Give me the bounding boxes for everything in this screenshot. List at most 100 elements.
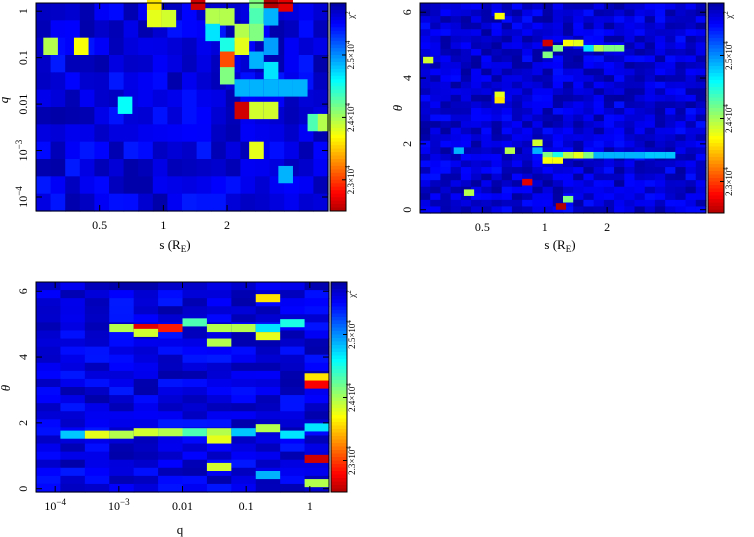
heatmap-cell	[583, 114, 595, 122]
heatmap-cell	[491, 3, 503, 11]
colorbar-segment	[331, 373, 347, 377]
heatmap-cell	[695, 62, 707, 70]
heatmap-cell	[471, 160, 482, 168]
heatmap-cell	[65, 3, 81, 21]
heatmap-hot-cell	[263, 79, 279, 97]
heatmap-cell	[109, 141, 125, 160]
heatmap-cell	[593, 193, 605, 201]
heatmap-cell	[685, 121, 697, 129]
colorbar-segment	[331, 401, 347, 405]
heatmap-hot-cell	[624, 151, 635, 159]
colorbar-segment	[330, 23, 346, 28]
heatmap-cell	[255, 403, 281, 412]
heatmap-cell	[624, 140, 636, 148]
heatmap-cell	[675, 108, 687, 116]
heatmap-cell	[634, 127, 646, 135]
colorbar-segment	[330, 13, 346, 18]
heatmap-cell	[675, 9, 687, 17]
heatmap-cell	[84, 322, 110, 332]
heatmap-cell	[563, 180, 574, 188]
heatmap-cell	[450, 180, 462, 188]
heatmap-cell	[573, 206, 585, 214]
heatmap-cell	[603, 16, 615, 24]
heatmap-cell	[563, 62, 574, 70]
heatmap-cell	[685, 75, 697, 83]
heatmap-cell	[420, 16, 431, 24]
heatmap-cell	[654, 62, 666, 70]
heatmap-cell	[522, 173, 533, 181]
heatmap-cell	[36, 159, 52, 177]
heatmap-cell	[644, 114, 656, 122]
heatmap-cell	[304, 322, 330, 332]
heatmap-cell	[440, 22, 452, 30]
heatmap-cell	[280, 354, 306, 364]
heatmap-cell	[511, 121, 523, 129]
heatmap-cell	[563, 3, 574, 11]
heatmap-cell	[133, 483, 159, 493]
heatmap-cell	[593, 121, 605, 129]
heatmap-cell	[583, 193, 595, 201]
y-tick-label: 6	[16, 288, 30, 294]
heatmap-cell	[614, 121, 625, 129]
heatmap-hot-cell	[158, 324, 183, 333]
heatmap-cell	[552, 167, 564, 175]
heatmap-cell	[206, 387, 232, 396]
heatmap-cell	[593, 147, 605, 155]
heatmap-cell	[182, 346, 208, 356]
heatmap-cell	[624, 94, 636, 103]
heatmap-cell	[491, 75, 503, 83]
heatmap-cell	[440, 81, 452, 89]
heatmap-cell	[450, 29, 462, 37]
heatmap-cell	[644, 108, 656, 116]
colorbar-segment	[708, 143, 724, 147]
y-tick-label: 1	[16, 8, 30, 14]
heatmap-cell	[511, 173, 523, 181]
heatmap-cell	[79, 107, 95, 125]
heatmap-cell	[158, 330, 184, 340]
heatmap-cell	[511, 16, 523, 24]
heatmap-cell	[695, 134, 707, 142]
heatmap-cell	[603, 101, 615, 109]
heatmap-cell	[481, 147, 493, 155]
heatmap-cell	[675, 48, 687, 57]
heatmap-cell	[440, 3, 452, 11]
colorbar-segment	[331, 457, 347, 461]
heatmap-cell	[511, 75, 523, 83]
heatmap-cell	[60, 282, 86, 291]
colorbar-segment	[331, 397, 347, 402]
heatmap-cell	[420, 108, 431, 116]
heatmap-cell	[440, 48, 452, 57]
heatmap-cell	[460, 134, 472, 142]
heatmap-cell	[685, 114, 697, 122]
heatmap-cell	[420, 101, 431, 109]
heatmap-cell	[231, 346, 257, 356]
heatmap-cell	[109, 459, 135, 469]
heatmap-cell	[420, 147, 431, 155]
heatmap-cell	[695, 35, 707, 43]
heatmap-cell	[573, 193, 585, 201]
heatmap-cell	[481, 134, 493, 142]
heatmap-hot-cell	[255, 324, 281, 333]
heatmap-cell	[552, 81, 564, 89]
colorbar-segment	[330, 20, 346, 25]
heatmap-cell	[167, 124, 183, 143]
heatmap-cell	[430, 127, 442, 135]
colorbar-segment	[331, 324, 347, 328]
heatmap-hot-cell	[190, 0, 206, 10]
heatmap-cell	[304, 387, 330, 396]
heatmap-hot-cell	[563, 195, 574, 203]
heatmap-cell	[133, 306, 159, 315]
heatmap-cell	[430, 35, 442, 43]
colorbar-segment	[330, 127, 346, 132]
heatmap-cell	[298, 3, 314, 21]
heatmap-cell	[450, 3, 462, 11]
heatmap-cell	[532, 16, 544, 24]
heatmap-cell	[269, 193, 285, 212]
heatmap-cell	[563, 9, 574, 17]
colorbar-segment	[708, 136, 724, 140]
heatmap-cell	[603, 48, 615, 57]
heatmap-cell	[167, 176, 183, 195]
heatmap-cell	[123, 3, 139, 21]
heatmap-cell	[284, 37, 300, 56]
heatmap-cell	[123, 141, 139, 160]
